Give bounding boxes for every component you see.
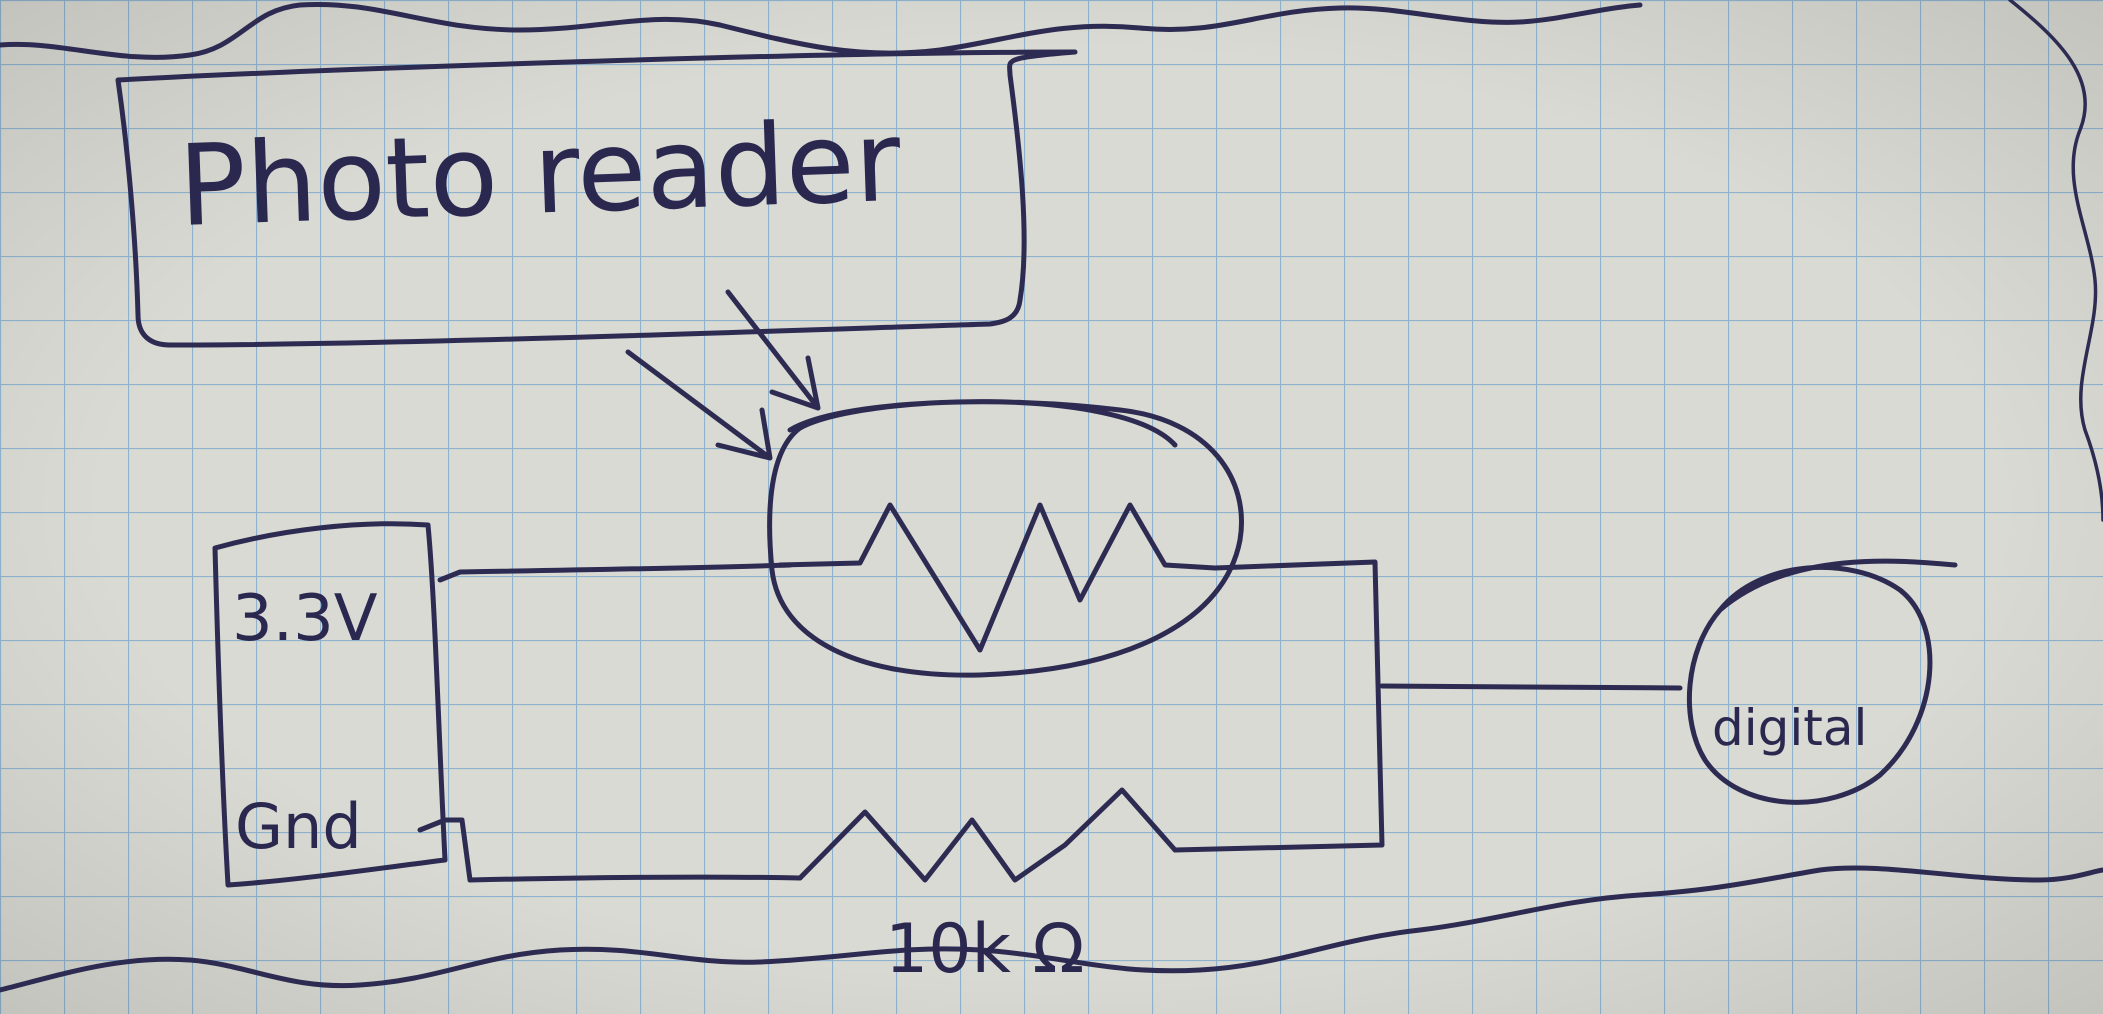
- light-arrow-right: [725, 289, 821, 411]
- bottom-wavy-border: [0, 865, 2103, 993]
- title-box: [115, 49, 1078, 348]
- supply-label: 3.3V: [232, 582, 378, 656]
- resistor-value-label: 10k Ω: [885, 910, 1084, 989]
- ground-label: Gnd: [235, 790, 362, 863]
- light-arrow-left: [625, 349, 773, 461]
- right-wavy-border: [2008, 0, 2103, 522]
- power-box: [212, 521, 448, 888]
- photoresistor-zigzag: [777, 502, 1218, 653]
- ten-k-resistor-zigzag: [797, 787, 1178, 883]
- title-label: Photo reader: [176, 97, 903, 252]
- supply-wire: [437, 562, 793, 583]
- output-wire: [1379, 683, 1683, 691]
- ground-wire: [417, 817, 803, 883]
- right-node-wire: [1172, 559, 1385, 853]
- digital-pin-circle: [1686, 558, 1958, 805]
- photoresistor-circle: [767, 399, 1244, 678]
- output-label: digital: [1712, 699, 1867, 757]
- top-wavy-border: [0, 1, 1643, 60]
